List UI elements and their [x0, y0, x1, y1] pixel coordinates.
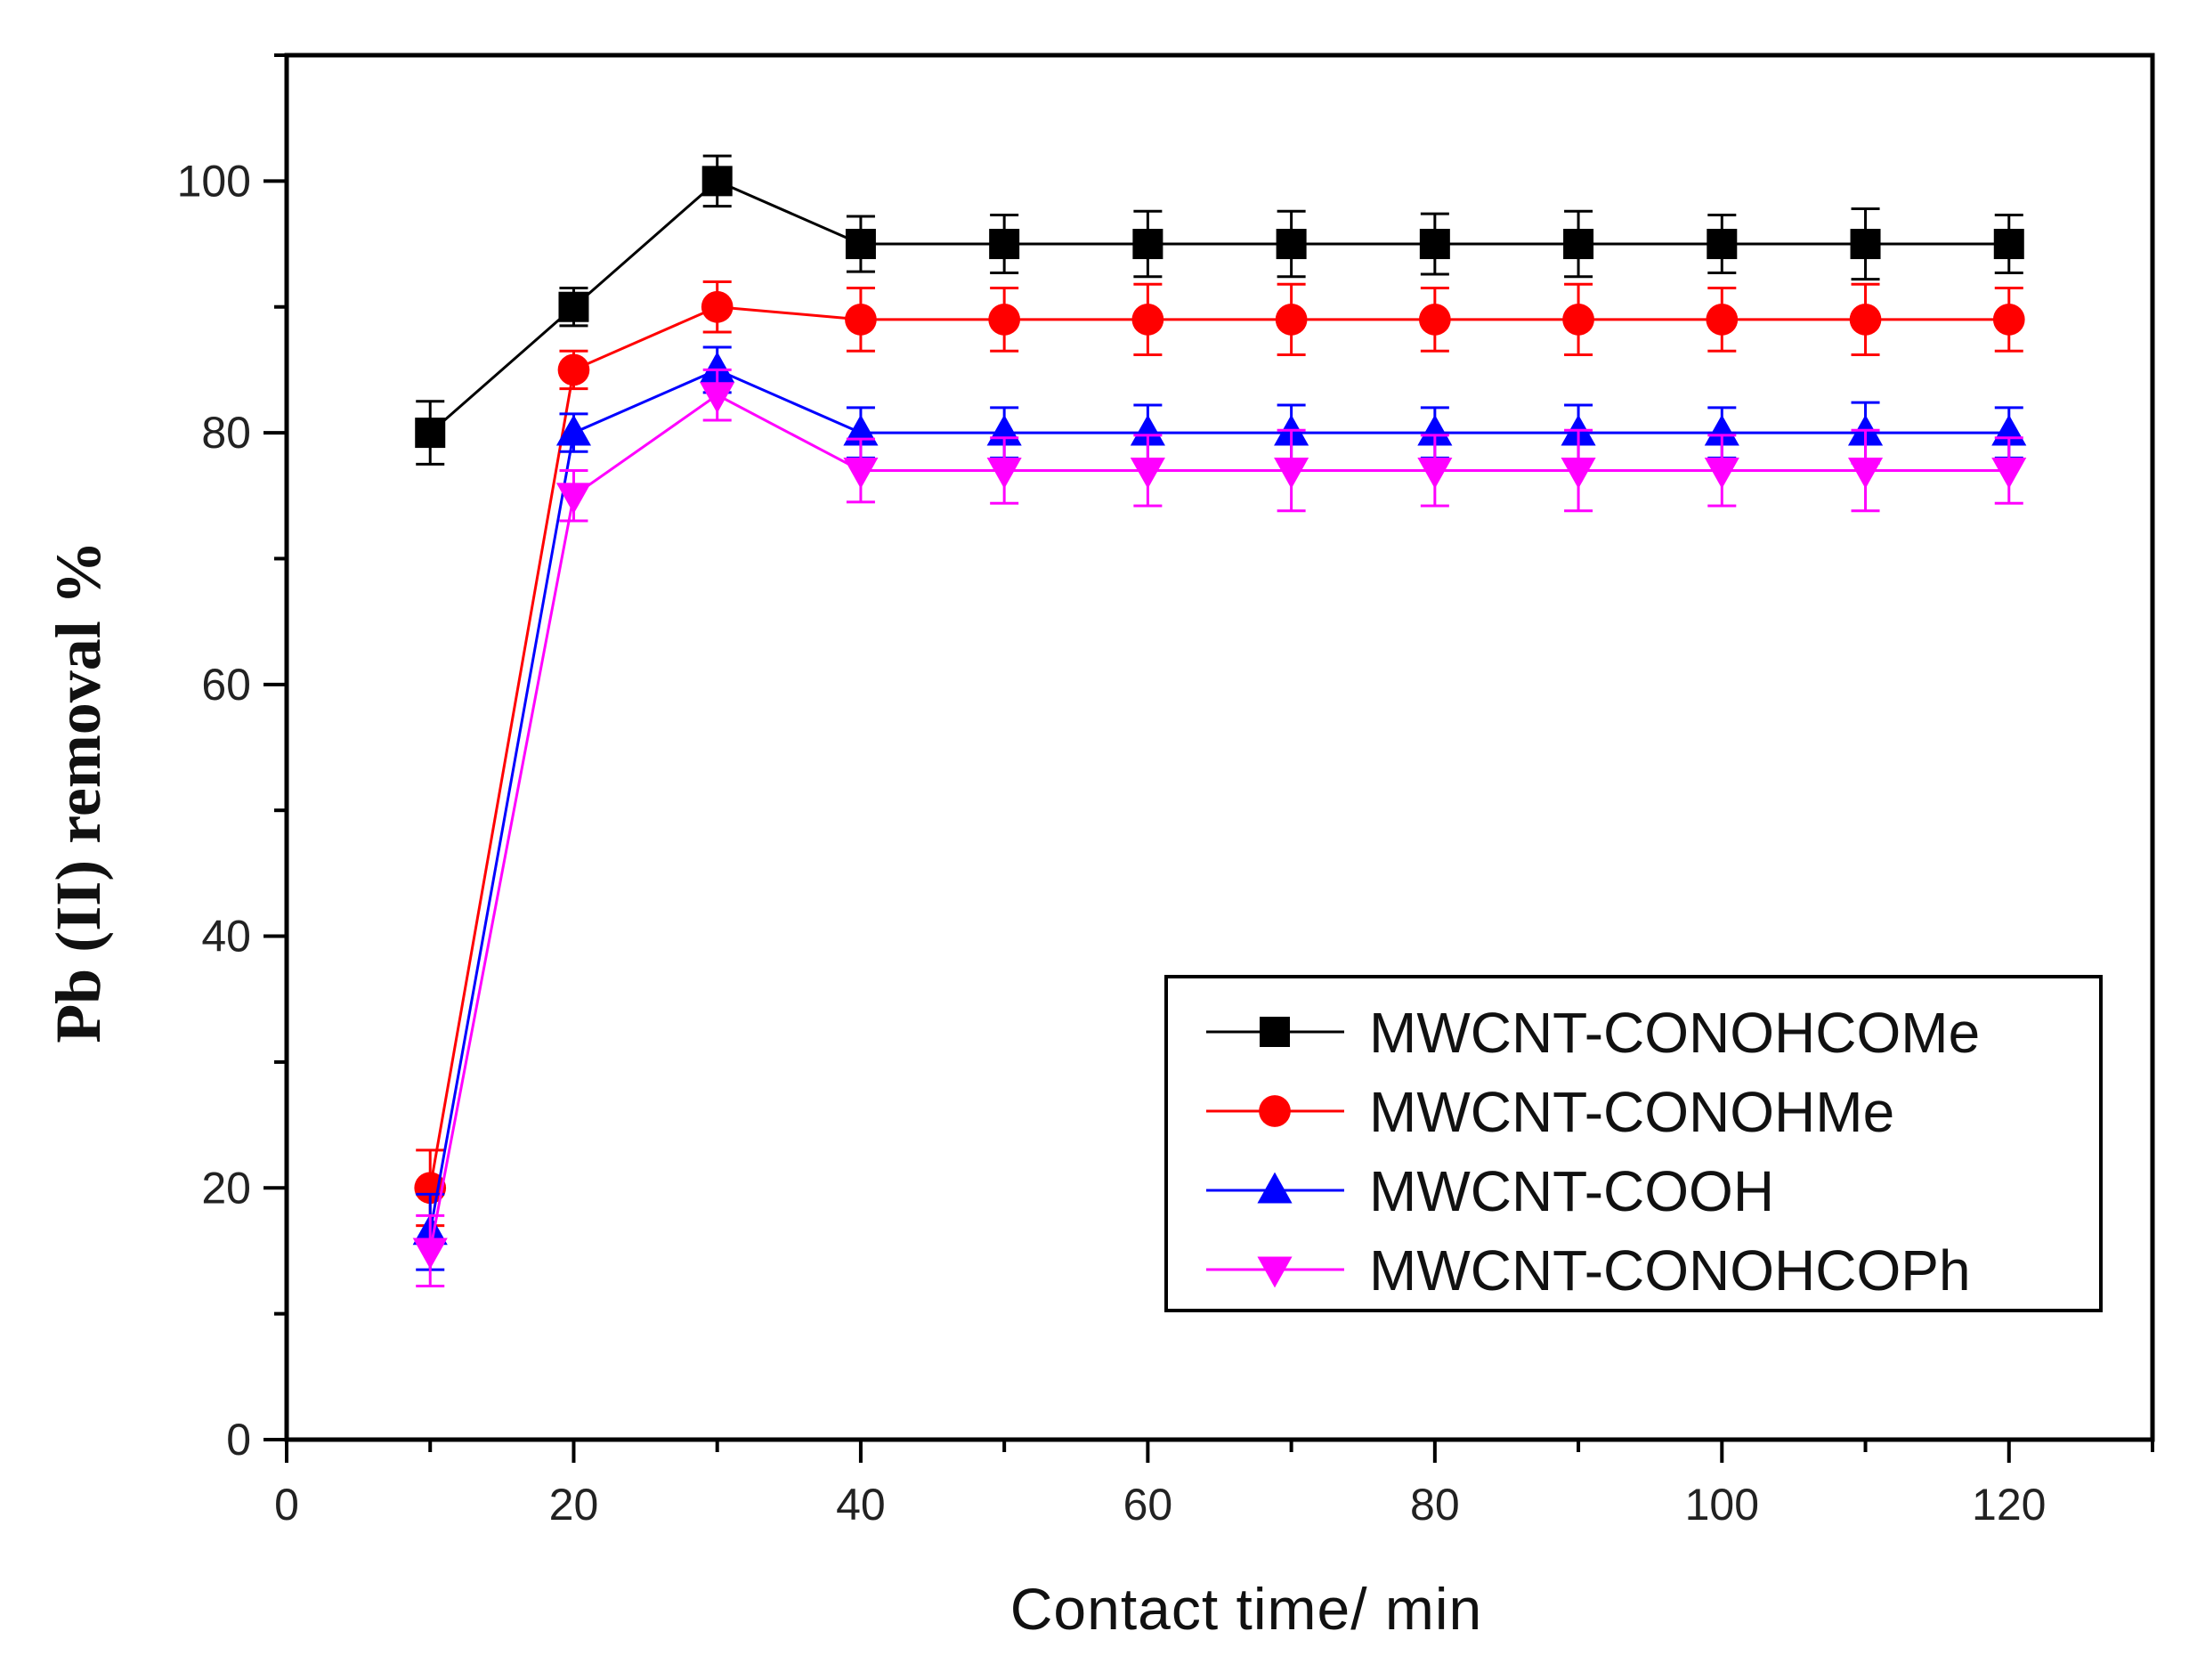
data-point: [1707, 229, 1738, 260]
data-point: [700, 382, 735, 414]
data-point: [1274, 458, 1309, 489]
data-point: [555, 483, 592, 515]
data-series: [412, 154, 2027, 1288]
legend-label: MWCNT-CONOHMe: [1369, 1080, 1894, 1144]
data-point: [414, 1172, 447, 1205]
data-point: [986, 458, 1022, 489]
y-axis-label: Pb (II) removal %: [43, 540, 114, 1043]
series-MWCNT-CONOHCOMe: [415, 154, 2024, 466]
x-tick-label: 120: [1972, 1480, 2046, 1530]
y-axis: 0 20 40 60 80 100: [177, 53, 287, 1465]
data-point: [1131, 304, 1164, 336]
legend-marker: [1257, 1172, 1293, 1204]
data-point: [1276, 229, 1307, 260]
series-MWCNT-CONOHCOPh: [412, 368, 2027, 1288]
data-point: [1275, 304, 1308, 336]
data-point: [1847, 458, 1884, 489]
y-tick-label: 100: [177, 156, 251, 206]
data-point: [1850, 229, 1881, 260]
data-point: [1132, 229, 1163, 260]
data-point: [1562, 304, 1594, 336]
x-tick-label: 0: [274, 1480, 299, 1530]
data-point: [843, 458, 879, 489]
data-point: [1418, 304, 1451, 336]
data-point: [1991, 458, 2027, 489]
axes-box: [284, 53, 2155, 1442]
legend-marker: [1260, 1017, 1290, 1047]
x-tick-label: 100: [1685, 1480, 1759, 1530]
data-point: [1992, 304, 2025, 336]
x-tick-label: 80: [1410, 1480, 1460, 1530]
y-tick-label: 0: [226, 1415, 251, 1465]
x-axis: 0 20 40 60 80 100 120: [274, 1440, 2154, 1530]
y-tick-label: 20: [201, 1163, 251, 1213]
legend-item: MWCNT-COOH: [1206, 1159, 1774, 1223]
data-point: [845, 304, 877, 336]
data-point: [989, 229, 1020, 260]
data-point: [1704, 458, 1739, 489]
x-axis-label: Contact time/ min: [1010, 1576, 1483, 1642]
series-line: [429, 179, 2009, 434]
x-tick-label: 40: [836, 1480, 886, 1530]
data-point: [845, 229, 876, 260]
legend-item: MWCNT-CONOHCOMe: [1206, 1001, 1980, 1065]
y-tick-label: 40: [201, 912, 251, 962]
legend-item: MWCNT-CONOHMe: [1206, 1080, 1894, 1144]
series-MWCNT-CONOHMe: [414, 280, 2025, 1228]
data-point: [988, 304, 1021, 336]
data-point: [1130, 414, 1165, 446]
legend: MWCNT-CONOHCOMe MWCNT-CONOHMe MWCNT-COOH MW…: [1164, 975, 2103, 1312]
data-point: [700, 352, 735, 383]
data-point: [1563, 229, 1594, 260]
data-point: [701, 290, 734, 323]
data-point: [555, 414, 592, 446]
data-point: [1130, 458, 1165, 489]
series-line: [428, 305, 2009, 1189]
data-point: [1706, 304, 1739, 336]
data-point: [1561, 458, 1596, 489]
data-point: [1849, 304, 1882, 336]
data-point: [557, 353, 590, 386]
data-point: [1417, 414, 1453, 446]
data-point: [558, 291, 589, 322]
y-tick-label: 80: [201, 408, 251, 458]
data-point: [415, 418, 446, 449]
legend-label: MWCNT-COOH: [1369, 1159, 1774, 1223]
series-line: [428, 368, 2009, 1233]
legend-item: MWCNT-CONOHCOPh: [1206, 1238, 1971, 1303]
legend-label: MWCNT-CONOHCOMe: [1369, 1001, 1980, 1065]
x-tick-label: 60: [1123, 1480, 1173, 1530]
data-point: [412, 1238, 448, 1270]
data-point: [1993, 229, 2024, 260]
data-point: [1417, 458, 1453, 489]
legend-marker: [1259, 1095, 1291, 1127]
y-tick-label: 60: [201, 660, 251, 710]
data-point: [1419, 229, 1450, 260]
data-point: [1704, 414, 1739, 446]
plot-frame: [284, 53, 2155, 1442]
data-point: [701, 166, 733, 197]
legend-label: MWCNT-CONOHCOPh: [1369, 1238, 1971, 1303]
series-line: [428, 393, 2009, 1252]
x-tick-label: 20: [549, 1480, 599, 1530]
legend-marker: [1257, 1256, 1293, 1288]
